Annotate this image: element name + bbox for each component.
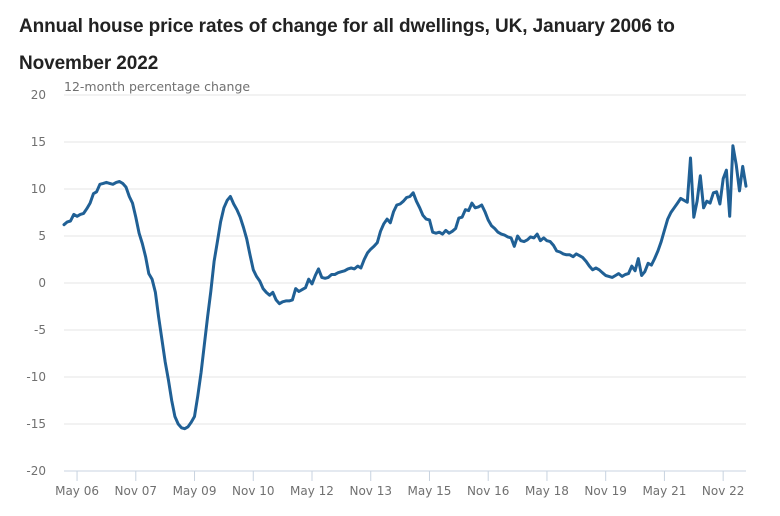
y-tick-label: 0 <box>38 276 46 290</box>
y-tick-label: -20 <box>26 464 46 478</box>
chart-title: Annual house price rates of change for a… <box>19 16 675 74</box>
y-tick-label: -5 <box>34 323 46 337</box>
y-tick-label: -15 <box>26 417 46 431</box>
y-axis-label: 12-month percentage change <box>64 79 250 94</box>
grid-lines <box>64 94 746 425</box>
series-group <box>62 144 748 431</box>
y-tick-label: -10 <box>26 370 46 384</box>
y-tick-label: 5 <box>38 229 46 243</box>
x-tick-label: May 09 <box>173 484 217 498</box>
x-tick-label: May 06 <box>55 484 99 498</box>
x-tick-label: May 12 <box>290 484 334 498</box>
x-tick-label: May 18 <box>525 484 569 498</box>
x-axis-tick-labels: May 06 Nov 07 May 09 Nov 10 May 12 Nov 13 May … <box>55 484 744 498</box>
y-tick-label: 10 <box>31 182 46 196</box>
y-tick-label: 20 <box>31 88 46 102</box>
series-line <box>62 144 748 431</box>
x-tick-label: Nov 07 <box>115 484 158 498</box>
x-axis <box>64 470 746 481</box>
x-tick-label: Nov 10 <box>232 484 275 498</box>
x-tick-label: May 21 <box>642 484 686 498</box>
x-tick-label: Nov 13 <box>349 484 392 498</box>
x-tick-label: Nov 22 <box>702 484 745 498</box>
x-tick-label: Nov 19 <box>584 484 627 498</box>
y-tick-label: 15 <box>31 135 46 149</box>
x-tick-label: Nov 16 <box>467 484 510 498</box>
x-tick-label: May 15 <box>408 484 452 498</box>
y-axis-tick-labels: 20 15 10 5 0 -5 -10 -15 -20 <box>26 88 46 478</box>
